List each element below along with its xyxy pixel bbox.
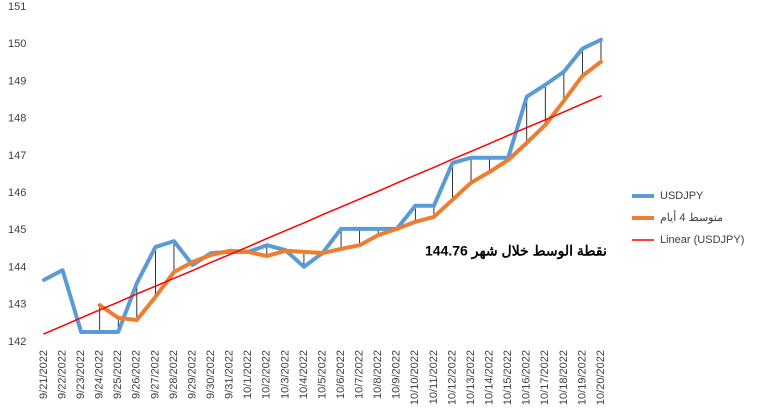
- x-tick-label: 10/1/2022: [242, 350, 254, 399]
- x-tick-label: 9/26/2022: [131, 350, 143, 399]
- x-tick-label: 10/15/2022: [502, 350, 514, 405]
- x-tick-label: 9/29/2022: [186, 350, 198, 399]
- y-tick-label: 146: [8, 187, 26, 199]
- x-tick-label: 10/10/2022: [409, 350, 421, 405]
- y-tick-label: 149: [8, 75, 26, 87]
- x-tick-label: 10/11/2022: [428, 350, 440, 404]
- y-tick-label: 143: [8, 299, 26, 311]
- x-tick-label: 9/27/2022: [149, 350, 161, 399]
- series-line: [97, 59, 603, 323]
- x-tick-label: 10/3/2022: [279, 350, 291, 399]
- x-tick-label: 10/18/2022: [558, 350, 570, 405]
- x-tick-label: 10/19/2022: [576, 350, 588, 405]
- series-line: [43, 95, 602, 335]
- x-tick-label: 10/8/2022: [372, 350, 384, 399]
- x-tick-label: 10/9/2022: [391, 350, 403, 399]
- x-tick-label: 9/24/2022: [94, 350, 106, 399]
- x-tick-label: 10/6/2022: [335, 350, 347, 399]
- x-tick-label: 9/21/2022: [38, 350, 50, 399]
- x-tick-label: 10/16/2022: [521, 350, 533, 405]
- x-tick-label: 10/12/2022: [446, 350, 458, 405]
- y-tick-label: 145: [8, 224, 26, 236]
- legend-label: USDJPY: [660, 190, 704, 202]
- x-tick-label: 9/28/2022: [168, 350, 180, 399]
- y-tick-label: 147: [8, 150, 26, 162]
- x-tick-label: 10/13/2022: [465, 350, 477, 405]
- annotation: 144.76 نقطة الوسط خلال شهر: [425, 243, 607, 260]
- x-tick-label: 10/20/2022: [595, 350, 607, 405]
- y-tick-label: 144: [8, 261, 26, 273]
- x-tick-label: 9/30/2022: [205, 350, 217, 399]
- x-tick-label: 9/31/2022: [224, 350, 236, 399]
- y-tick-label: 142: [8, 336, 26, 348]
- x-tick-label: 9/22/2022: [56, 350, 68, 399]
- legend-label: متوسط 4 أيام: [660, 210, 723, 224]
- y-tick-label: 151: [8, 1, 26, 13]
- x-tick-label: 10/2/2022: [261, 350, 273, 399]
- legend-label: Linear (USDJPY): [660, 234, 744, 246]
- x-tick-label: 10/4/2022: [298, 350, 310, 399]
- x-tick-label: 10/7/2022: [354, 350, 366, 399]
- x-tick-label: 9/25/2022: [112, 350, 124, 399]
- x-tick-label: 9/23/2022: [75, 350, 87, 399]
- x-tick-label: 10/5/2022: [316, 350, 328, 399]
- x-tick-label: 10/14/2022: [484, 350, 496, 405]
- y-tick-label: 150: [8, 38, 26, 50]
- x-tick-label: 10/17/2022: [539, 350, 551, 405]
- series-line: [42, 37, 603, 334]
- y-tick-label: 148: [8, 113, 26, 125]
